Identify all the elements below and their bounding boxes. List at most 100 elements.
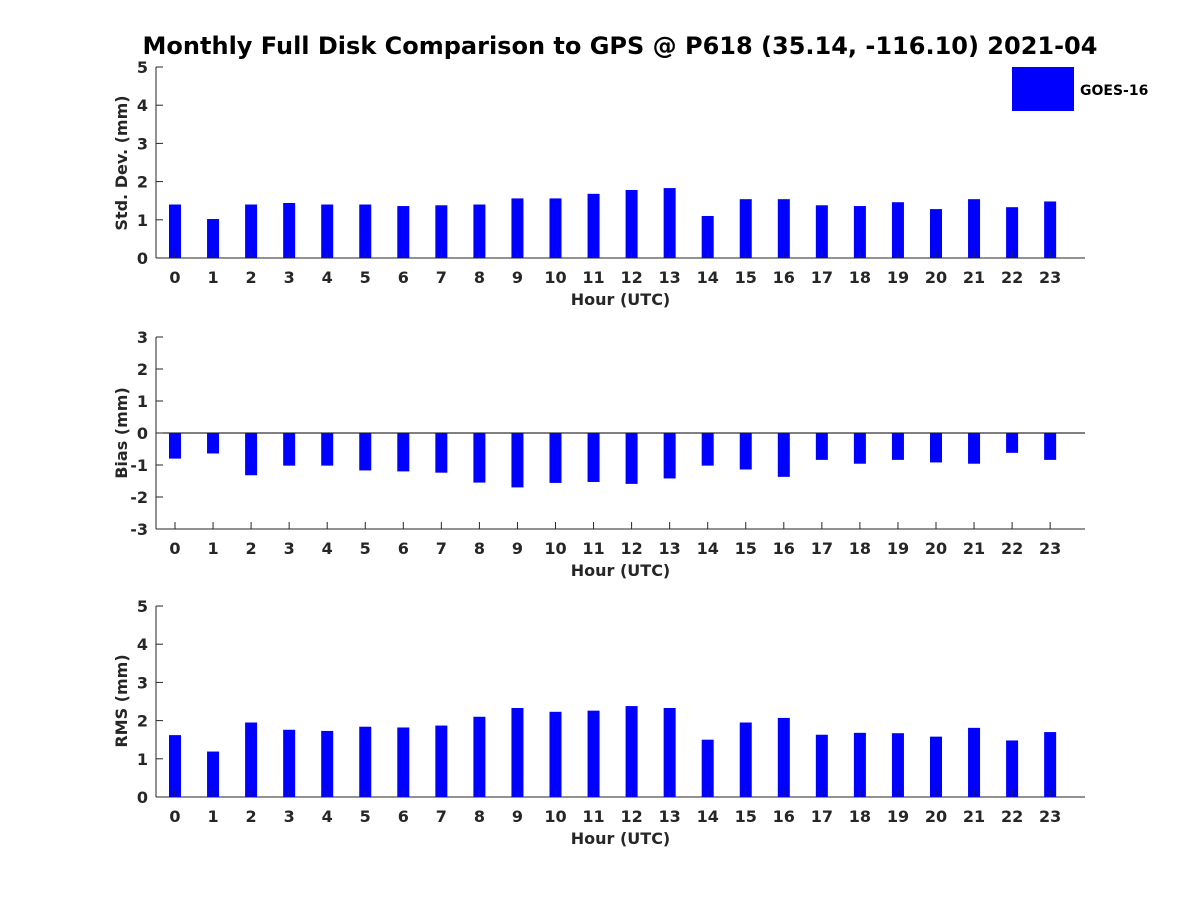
bias-x-tick-label: 1	[207, 539, 218, 558]
rms-bar	[1044, 732, 1057, 797]
stddev-x-tick-label: 22	[1001, 268, 1023, 287]
stddev-bar	[968, 199, 981, 258]
stddev-x-tick-label: 19	[887, 268, 909, 287]
rms-bar	[853, 732, 866, 797]
rms-bar	[701, 739, 714, 797]
bias-bar	[1006, 433, 1019, 453]
stddev-x-tick-label: 5	[360, 268, 371, 287]
rms-x-tick-label: 9	[512, 807, 523, 826]
rms-bar	[1006, 740, 1019, 797]
rms-y-tick-label: 5	[137, 597, 148, 616]
stddev-x-tick-label: 12	[620, 268, 642, 287]
bias-bar	[739, 433, 752, 470]
rms-bar	[245, 722, 258, 797]
stddev-x-tick-label: 15	[735, 268, 757, 287]
rms-bar	[359, 726, 372, 797]
stddev-x-tick-label: 4	[322, 268, 333, 287]
rms-x-tick-label: 19	[887, 807, 909, 826]
bias-x-tick-label: 7	[436, 539, 447, 558]
rms-y-axis-label: RMS (mm)	[112, 654, 131, 747]
stddev-x-tick-label: 20	[925, 268, 947, 287]
rms-x-tick-label: 12	[620, 807, 642, 826]
bias-bar	[397, 433, 410, 472]
rms-x-tick-label: 8	[474, 807, 485, 826]
rms-bar	[777, 717, 790, 797]
bias-y-tick-label: -1	[130, 456, 148, 475]
bias-bar	[207, 433, 220, 454]
bias-x-tick-label: 21	[963, 539, 985, 558]
bias-bar	[169, 433, 181, 459]
stddev-bar	[587, 193, 600, 258]
stddev-bar	[930, 209, 942, 258]
bias-bar	[891, 433, 904, 460]
rms-y-tick-label: 1	[137, 750, 148, 769]
stddev-bar	[169, 204, 181, 258]
rms-bar	[968, 727, 981, 797]
bias-x-tick-label: 19	[887, 539, 909, 558]
bias-x-tick-label: 4	[322, 539, 333, 558]
stddev-x-tick-label: 3	[284, 268, 295, 287]
stddev-y-tick-label: 4	[137, 96, 148, 115]
rms-x-tick-label: 15	[735, 807, 757, 826]
bias-bar	[359, 433, 372, 471]
stddev-bar	[397, 206, 410, 258]
bias-x-tick-label: 14	[697, 539, 719, 558]
rms-bar	[473, 716, 486, 797]
rms-x-tick-label: 6	[398, 807, 409, 826]
rms-bar	[739, 722, 752, 797]
stddev-bar	[777, 199, 790, 258]
bias-y-tick-label: 3	[137, 328, 148, 347]
stddev-x-axis-label: Hour (UTC)	[571, 290, 671, 309]
stddev-bar	[359, 204, 372, 258]
stddev-bar	[815, 205, 828, 258]
rms-x-tick-label: 11	[582, 807, 604, 826]
rms-x-tick-label: 23	[1039, 807, 1061, 826]
rms-bar	[397, 727, 410, 797]
legend-swatch-goes-16	[1012, 67, 1074, 111]
bias-x-tick-label: 12	[620, 539, 642, 558]
stddev-x-tick-label: 7	[436, 268, 447, 287]
stddev-x-tick-label: 8	[474, 268, 485, 287]
rms-bar	[549, 711, 562, 797]
bias-x-tick-label: 20	[925, 539, 947, 558]
bias-bar	[549, 433, 562, 483]
bias-y-tick-label: 0	[137, 424, 148, 443]
legend-label-goes-16: GOES-16	[1080, 83, 1148, 99]
rms-x-tick-label: 18	[849, 807, 871, 826]
stddev-x-tick-label: 11	[582, 268, 604, 287]
bias-bar	[930, 433, 942, 463]
rms-bar	[587, 710, 600, 797]
rms-x-tick-label: 2	[246, 807, 257, 826]
stddev-x-tick-label: 13	[659, 268, 681, 287]
stddev-bar	[1044, 201, 1057, 258]
bias-x-tick-label: 11	[582, 539, 604, 558]
stddev-x-tick-label: 2	[246, 268, 257, 287]
stddev-y-tick-label: 2	[137, 173, 148, 192]
rms-y-tick-label: 2	[137, 712, 148, 731]
bias-x-tick-label: 17	[811, 539, 833, 558]
stddev-bar	[625, 190, 638, 258]
rms-bar	[435, 725, 448, 797]
bias-y-axis-label: Bias (mm)	[112, 387, 131, 479]
stddev-bar	[1006, 207, 1019, 258]
bias-bar	[625, 433, 638, 484]
rms-y-tick-label: 3	[137, 673, 148, 692]
bias-bar	[777, 433, 790, 477]
stddev-bar	[549, 198, 562, 258]
bias-bar	[321, 433, 334, 466]
stddev-bar	[283, 202, 296, 258]
rms-bar	[891, 733, 904, 797]
stddev-x-tick-label: 1	[207, 268, 218, 287]
stddev-x-tick-label: 10	[544, 268, 566, 287]
stddev-y-tick-label: 1	[137, 211, 148, 230]
rms-bar	[207, 751, 220, 797]
bias-x-tick-label: 13	[659, 539, 681, 558]
bias-x-tick-label: 10	[544, 539, 566, 558]
bias-y-tick-label: -2	[130, 488, 148, 507]
bias-x-tick-label: 5	[360, 539, 371, 558]
stddev-x-tick-label: 6	[398, 268, 409, 287]
stddev-bar	[435, 205, 448, 258]
